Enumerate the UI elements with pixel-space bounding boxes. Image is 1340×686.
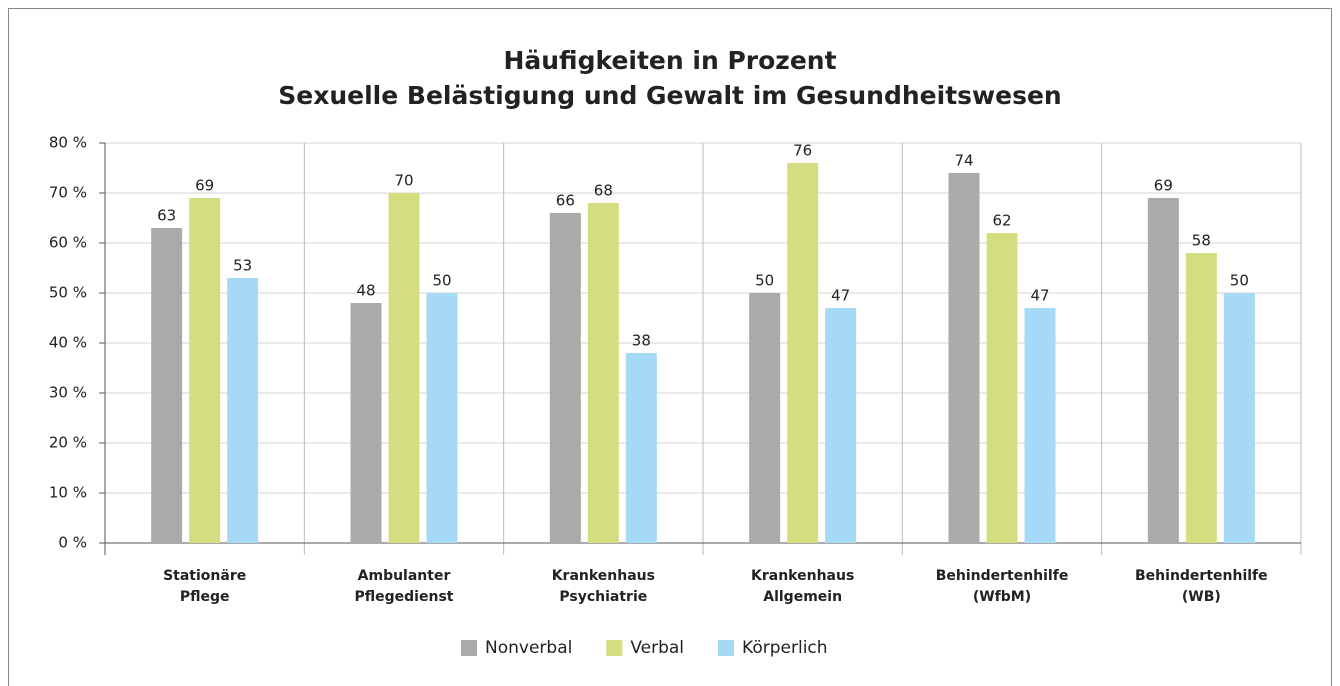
data-label: 74 [954,152,973,170]
bar [986,233,1018,543]
data-label: 47 [1030,287,1049,305]
x-tick-label: Krankenhaus Allgemein [751,568,854,605]
data-label: 76 [793,142,812,160]
data-label: 38 [632,332,651,350]
data-label: 50 [755,272,774,290]
bar [1185,253,1217,543]
y-tick-label: 0 % [58,534,87,552]
data-label: 66 [556,192,575,210]
bar [1223,293,1255,543]
bar [825,308,857,543]
y-tick-label: 70 % [49,184,87,202]
y-tick-label: 20 % [49,434,87,452]
data-label: 68 [594,182,613,200]
x-tick-label: Behindertenhilfe (WB) [1135,568,1268,605]
data-label: 62 [992,212,1011,230]
legend-swatch [718,640,735,656]
data-label: 70 [394,172,413,190]
data-label: 48 [356,282,375,300]
bar [151,228,183,543]
bar [388,193,420,543]
y-tick-label: 60 % [49,234,87,252]
x-tick-label: Krankenhaus Psychiatrie [552,568,655,605]
data-label: 69 [195,177,214,195]
data-label: 53 [233,257,252,275]
y-tick-label: 30 % [49,384,87,402]
legend-swatch [461,640,477,656]
bar [426,293,458,543]
data-label: 69 [1154,177,1173,195]
bar [1147,198,1179,543]
chart-subtitle: Sexuelle Belästigung und Gewalt im Gesun… [278,81,1061,110]
x-tick-label: Ambulanter Pflegedienst [355,568,454,605]
data-label: 50 [432,272,451,290]
frame [8,8,1332,686]
bar [1024,308,1056,543]
y-tick-label: 40 % [49,334,87,352]
data-label: 50 [1230,272,1249,290]
bar [549,213,581,543]
bar [749,293,781,543]
chart-title: Häufigkeiten in Prozent [503,46,836,75]
bar [587,203,619,543]
x-tick-label: Stationäre Pflege [163,568,246,605]
y-tick-label: 50 % [49,284,87,302]
legend-label: Nonverbal [485,638,572,658]
bar [948,173,980,543]
x-tick-label: Behindertenhilfe (WfbM) [936,568,1069,605]
bar [227,278,259,543]
y-tick-label: 80 % [49,134,87,152]
data-label: 58 [1192,232,1211,250]
legend-label: Körperlich [742,638,828,658]
bar [625,353,657,543]
legend-label: Verbal [630,638,684,658]
bar [787,163,819,543]
bar [189,198,221,543]
bar [350,303,382,543]
data-label: 63 [157,207,176,225]
y-tick-label: 10 % [49,484,87,502]
legend-swatch [606,640,623,656]
data-label: 47 [831,287,850,305]
